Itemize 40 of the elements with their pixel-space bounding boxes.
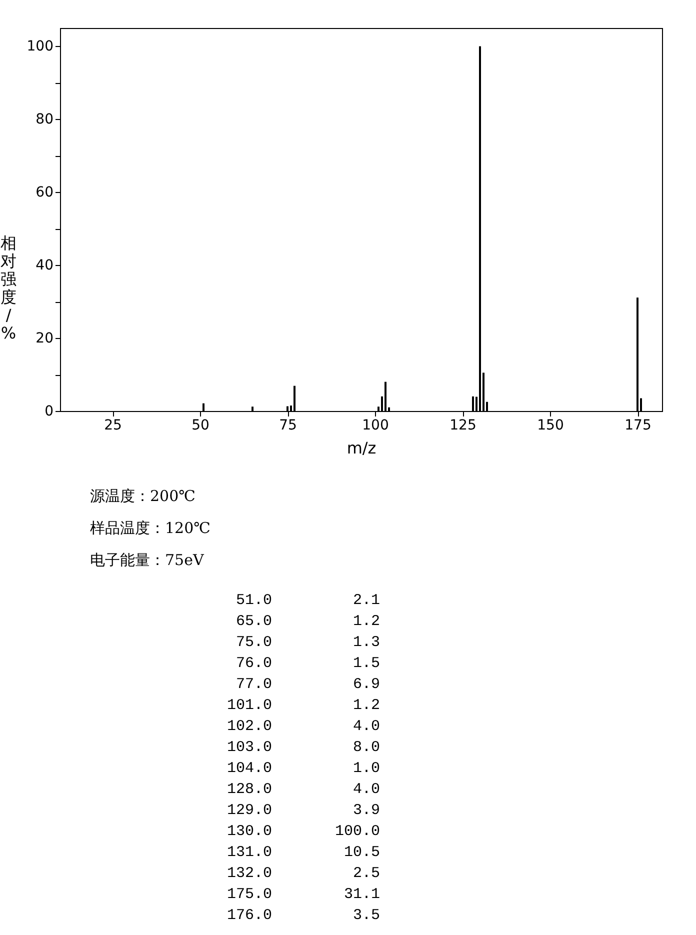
- x-tick-label: 150: [537, 418, 564, 434]
- y-tick-label: 80: [36, 112, 54, 128]
- x-tick-label: 25: [104, 418, 122, 434]
- bar: [294, 386, 296, 411]
- text: 176.0 3.5: [226, 906, 380, 926]
- text: 51.0 2.1: [234, 591, 380, 611]
- text: 132.0 2.5: [226, 864, 380, 884]
- y-tick-label: 20: [36, 330, 54, 347]
- x-axis-title: m/z: [346, 438, 376, 458]
- text: 源温度：200℃: [90, 486, 196, 507]
- x-tick-label: 50: [192, 418, 210, 434]
- y-tick-label: 0: [44, 404, 54, 420]
- x-tick-label: 175: [624, 418, 652, 434]
- bar: [479, 46, 481, 411]
- bar: [384, 382, 386, 411]
- y-tick-label: 40: [36, 258, 54, 274]
- text: 77.0 6.9: [234, 675, 380, 695]
- text: 75.0 1.3: [234, 633, 380, 653]
- bar: [472, 396, 474, 411]
- text: 175.0 31.1: [226, 885, 380, 905]
- y-tick-label: 100: [26, 38, 54, 55]
- text: 104.0 1.0: [226, 759, 380, 779]
- text: 103.0 8.0: [226, 738, 380, 758]
- text: 76.0 1.5: [234, 654, 380, 674]
- text: 101.0 1.2: [226, 696, 380, 716]
- text: 样品温度：120℃: [90, 518, 210, 539]
- text: 131.0 10.5: [226, 843, 380, 863]
- bar: [202, 403, 204, 411]
- text: 128.0 4.0: [226, 780, 380, 800]
- text: 129.0 3.9: [226, 801, 380, 821]
- x-tick-label: 100: [362, 418, 389, 434]
- text: 电子能量：75eV: [90, 550, 205, 571]
- text: 65.0 1.2: [234, 612, 380, 632]
- bar: [252, 406, 254, 411]
- x-tick-label: 75: [279, 418, 297, 434]
- y-tick-label: 60: [36, 184, 54, 201]
- x-tick-label: 125: [450, 418, 476, 434]
- text: 130.0 100.0: [226, 822, 380, 842]
- text: 102.0 4.0: [226, 717, 380, 737]
- y-axis-title: 相对强度/%: [0, 234, 16, 342]
